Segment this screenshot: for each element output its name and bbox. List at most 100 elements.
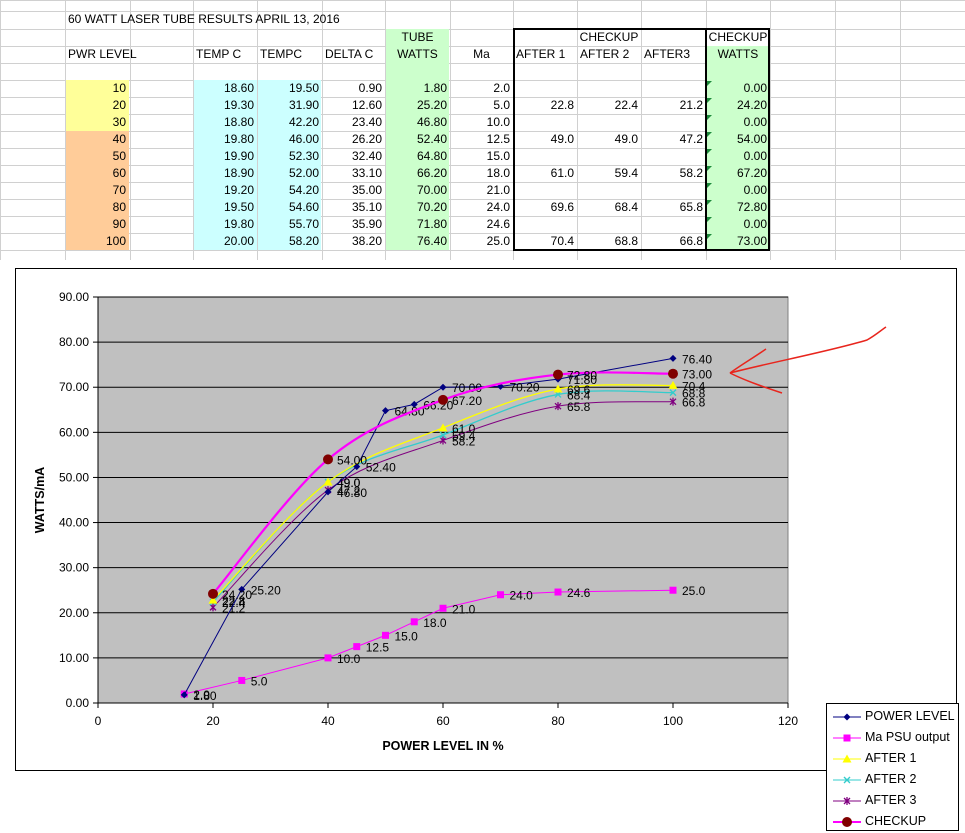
header-checkup-watts[interactable]: WATTS [717, 47, 759, 61]
cell-a2[interactable]: 59.4 [614, 166, 638, 180]
cell-a2[interactable]: 68.4 [614, 200, 638, 214]
cell-ma[interactable]: 12.5 [486, 132, 510, 146]
cell-a1[interactable]: 61.0 [550, 166, 574, 180]
cell-temp1[interactable]: 19.80 [223, 217, 254, 231]
cell-chk[interactable]: 24.20 [736, 98, 767, 112]
cell-delta[interactable]: 35.90 [351, 217, 382, 231]
cell-ma[interactable]: 15.0 [486, 149, 510, 163]
cell-temp1[interactable]: 19.80 [223, 132, 254, 146]
cell-temp2[interactable]: 54.60 [288, 200, 319, 214]
sheet-title[interactable]: 60 WATT LASER TUBE RESULTS APRIL 13, 201… [68, 12, 340, 26]
cell-ma[interactable]: 21.0 [486, 183, 510, 197]
cell-watts[interactable]: 76.40 [416, 234, 447, 248]
cell-a3[interactable]: 21.2 [679, 98, 703, 112]
cell-a2[interactable]: 68.8 [614, 234, 638, 248]
cell-watts[interactable]: 66.20 [416, 166, 447, 180]
cell-pwr[interactable]: 30 [112, 115, 126, 129]
cell-ma[interactable]: 24.0 [486, 200, 510, 214]
cell-delta[interactable]: 0.90 [358, 81, 382, 95]
cell-a2[interactable]: 49.0 [614, 132, 638, 146]
cell-watts[interactable]: 71.80 [416, 217, 447, 231]
cell-watts[interactable]: 46.80 [416, 115, 447, 129]
cell-a3[interactable]: 47.2 [679, 132, 703, 146]
cell-a1[interactable]: 69.6 [550, 200, 574, 214]
header-tube[interactable]: TUBE [401, 30, 434, 44]
header-temp-c[interactable]: TEMP C [196, 47, 242, 61]
cell-a3[interactable]: 66.8 [679, 234, 703, 248]
cell-pwr[interactable]: 100 [105, 234, 126, 248]
cell-chk[interactable]: 0.00 [743, 81, 767, 95]
cell-delta[interactable]: 12.60 [351, 98, 382, 112]
cell-chk[interactable]: 0.00 [743, 115, 767, 129]
cell-temp2[interactable]: 52.30 [288, 149, 319, 163]
header-after-3[interactable]: AFTER3 [644, 47, 691, 61]
cell-a3[interactable]: 65.8 [679, 200, 703, 214]
cell-temp2[interactable]: 58.20 [288, 234, 319, 248]
cell-a2[interactable]: 22.4 [614, 98, 638, 112]
cell-watts[interactable]: 70.20 [416, 200, 447, 214]
cell-pwr[interactable]: 80 [112, 200, 126, 214]
cell-delta[interactable]: 35.00 [351, 183, 382, 197]
cell-a1[interactable]: 49.0 [550, 132, 574, 146]
cell-temp2[interactable]: 19.50 [288, 81, 319, 95]
cell-a1[interactable]: 70.4 [550, 234, 574, 248]
cell-ma[interactable]: 2.0 [493, 81, 510, 95]
cell-ma[interactable]: 10.0 [486, 115, 510, 129]
cell-temp1[interactable]: 18.60 [223, 81, 254, 95]
cell-temp2[interactable]: 54.20 [288, 183, 319, 197]
spreadsheet-grid[interactable]: 60 WATT LASER TUBE RESULTS APRIL 13, 201… [0, 0, 965, 260]
cell-pwr[interactable]: 70 [112, 183, 126, 197]
cell-temp1[interactable]: 19.20 [223, 183, 254, 197]
cell-a3[interactable]: 58.2 [679, 166, 703, 180]
cell-delta[interactable]: 32.40 [351, 149, 382, 163]
cell-watts[interactable]: 52.40 [416, 132, 447, 146]
cell-pwr[interactable]: 90 [112, 217, 126, 231]
cell-delta[interactable]: 38.20 [351, 234, 382, 248]
cell-chk[interactable]: 73.00 [736, 234, 767, 248]
cell-temp1[interactable]: 18.80 [223, 115, 254, 129]
cell-pwr[interactable]: 50 [112, 149, 126, 163]
header-watts[interactable]: WATTS [397, 47, 438, 61]
cell-temp1[interactable]: 18.90 [223, 166, 254, 180]
cell-delta[interactable]: 35.10 [351, 200, 382, 214]
cell-temp2[interactable]: 55.70 [288, 217, 319, 231]
cell-chk[interactable]: 67.20 [736, 166, 767, 180]
cell-pwr[interactable]: 10 [112, 81, 126, 95]
cell-ma[interactable]: 18.0 [486, 166, 510, 180]
cell-delta[interactable]: 26.20 [351, 132, 382, 146]
cell-pwr[interactable]: 40 [112, 132, 126, 146]
header-checkup-watts-top[interactable]: CHECKUP [708, 30, 768, 44]
cell-chk[interactable]: 0.00 [743, 149, 767, 163]
header-tempc[interactable]: TEMPC [260, 47, 302, 61]
cell-watts[interactable]: 70.00 [416, 183, 447, 197]
cell-delta[interactable]: 23.40 [351, 115, 382, 129]
cell-ma[interactable]: 25.0 [486, 234, 510, 248]
cell-temp1[interactable]: 19.50 [223, 200, 254, 214]
cell-temp1[interactable]: 19.90 [223, 149, 254, 163]
cell-ma[interactable]: 5.0 [493, 98, 510, 112]
cell-pwr[interactable]: 20 [112, 98, 126, 112]
cell-temp1[interactable]: 19.30 [223, 98, 254, 112]
cell-temp2[interactable]: 46.00 [288, 132, 319, 146]
cell-delta[interactable]: 33.10 [351, 166, 382, 180]
cell-ma[interactable]: 24.6 [486, 217, 510, 231]
cell-watts[interactable]: 1.80 [423, 81, 447, 95]
header-after-2[interactable]: AFTER 2 [580, 47, 630, 61]
cell-chk[interactable]: 72.80 [736, 200, 767, 214]
header-ma[interactable]: Ma [473, 47, 490, 61]
cell-watts[interactable]: 64.80 [416, 149, 447, 163]
header-checkup[interactable]: CHECKUP [579, 30, 639, 44]
cell-chk[interactable]: 0.00 [743, 217, 767, 231]
header-after-1[interactable]: AFTER 1 [516, 47, 566, 61]
cell-temp2[interactable]: 42.20 [288, 115, 319, 129]
cell-temp2[interactable]: 31.90 [288, 98, 319, 112]
cell-pwr[interactable]: 60 [112, 166, 126, 180]
cell-temp1[interactable]: 20.00 [223, 234, 254, 248]
cell-chk[interactable]: 54.00 [736, 132, 767, 146]
cell-temp2[interactable]: 52.00 [288, 166, 319, 180]
cell-chk[interactable]: 0.00 [743, 183, 767, 197]
cell-a1[interactable]: 22.8 [550, 98, 574, 112]
header-delta-c[interactable]: DELTA C [325, 47, 374, 61]
chart-area[interactable]: 0.00 10.00 20.00 30.00 40.00 50.00 60.00 70.00 8… [15, 268, 959, 831]
header-pwr-level[interactable]: PWR LEVEL [68, 47, 137, 61]
